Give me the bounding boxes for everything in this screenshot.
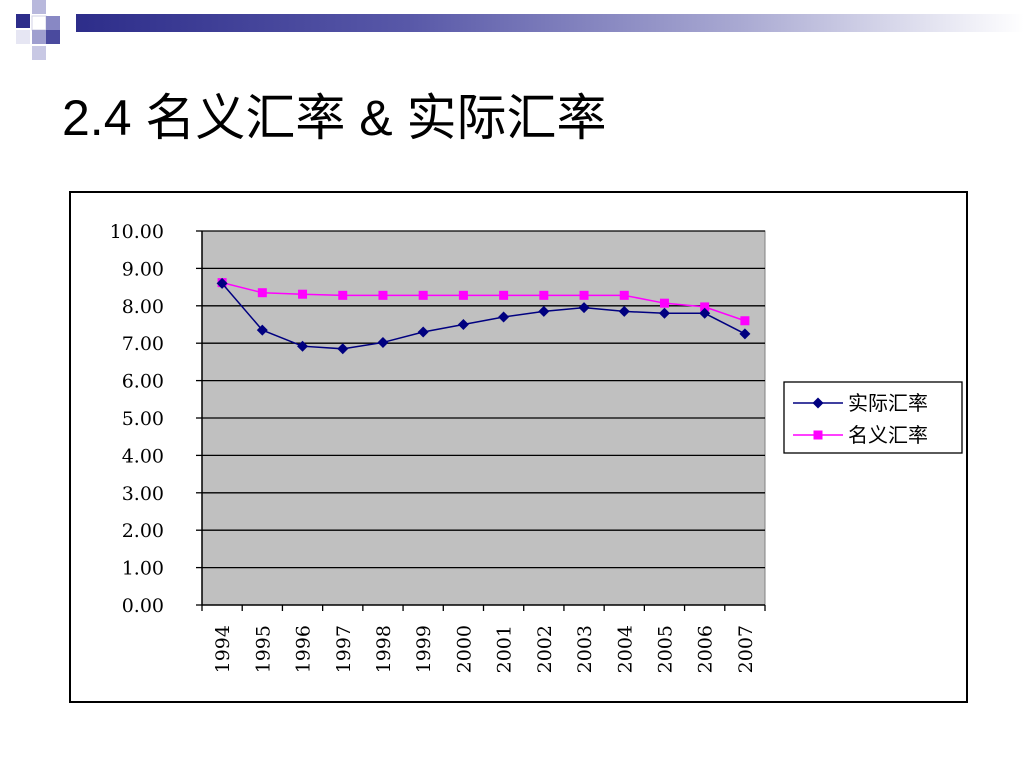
- x-tick-label-1999: 1999: [413, 625, 435, 673]
- point-nominal-2007: [740, 316, 750, 326]
- point-nominal-2004: [619, 290, 629, 300]
- x-tick-label-2006: 2006: [695, 625, 717, 673]
- point-real-2005: [658, 307, 670, 319]
- y-tick-label-3: 3.00: [122, 483, 164, 505]
- point-nominal-2000: [458, 290, 468, 300]
- x-tick-label-2005: 2005: [654, 625, 676, 673]
- legend-label-real: 实际汇率: [848, 391, 928, 415]
- x-tick-label-1998: 1998: [373, 625, 395, 673]
- point-real-2003: [578, 302, 590, 314]
- point-nominal-2002: [539, 290, 549, 300]
- legend-marker-real: [812, 397, 824, 409]
- point-real-2007: [739, 328, 751, 340]
- point-nominal-2003: [579, 290, 589, 300]
- series-line-real: [221, 282, 746, 350]
- x-tick-label-1994: 1994: [212, 625, 234, 673]
- y-tick-label-6: 6.00: [122, 371, 164, 393]
- legend-marker-nominal: [813, 430, 823, 440]
- point-real-1994: [216, 277, 228, 289]
- point-real-1997: [337, 343, 349, 355]
- point-nominal-1999: [418, 290, 428, 300]
- legend-label-nominal: 名义汇率: [848, 423, 928, 447]
- point-real-1998: [377, 336, 389, 348]
- point-nominal-2001: [499, 290, 509, 300]
- point-real-2006: [699, 307, 711, 319]
- x-tick-label-2002: 2002: [534, 625, 556, 673]
- point-nominal-2006: [700, 302, 710, 312]
- point-real-1995: [256, 324, 268, 336]
- point-nominal-1997: [338, 290, 348, 300]
- point-nominal-1995: [257, 288, 267, 298]
- corner-decoration: [16, 0, 60, 60]
- chart-frame: 0.00 1.00 2.00 3.00 4.00 5.00 6.00 7.00 8.00 9.00…: [69, 191, 968, 703]
- y-tick-label-8: 8.00: [122, 296, 164, 318]
- point-real-2000: [457, 319, 469, 330]
- slide-title: 2.4 名义汇率 & 实际汇率: [62, 90, 607, 146]
- x-tick-label-1996: 1996: [293, 625, 315, 673]
- y-tick-label-0: 0.00: [122, 595, 164, 617]
- point-real-2002: [538, 305, 550, 317]
- y-tick-label-2: 2.00: [122, 520, 164, 542]
- y-tick-label-7: 7.00: [122, 333, 164, 355]
- exchange-rate-chart: 0.00 1.00 2.00 3.00 4.00 5.00 6.00 7.00 8.00 9.00…: [110, 221, 963, 673]
- y-tick-label-4: 4.00: [122, 445, 164, 467]
- y-tick-label-1: 1.00: [122, 558, 164, 580]
- x-tick-label-2004: 2004: [614, 625, 636, 673]
- x-tick-label-1997: 1997: [333, 625, 355, 673]
- x-tick-label-1995: 1995: [252, 625, 274, 673]
- y-tick-label-10: 10.00: [110, 221, 164, 243]
- point-nominal-1998: [378, 290, 388, 300]
- x-tick-label-2000: 2000: [453, 625, 475, 673]
- point-real-2004: [618, 305, 630, 317]
- x-tick-label-2001: 2001: [494, 625, 516, 673]
- legend: [783, 381, 963, 454]
- y-tick-label-5: 5.00: [122, 408, 164, 430]
- point-real-1996: [297, 340, 309, 352]
- x-tick-label-2007: 2007: [735, 625, 757, 673]
- title-bar-decoration: [76, 14, 1024, 32]
- point-real-1999: [417, 326, 429, 338]
- y-tick-label-9: 9.00: [122, 258, 164, 280]
- point-nominal-2005: [659, 298, 669, 308]
- x-tick-label-2003: 2003: [574, 625, 596, 673]
- point-nominal-1996: [298, 289, 308, 299]
- series-line-nominal: [221, 281, 746, 322]
